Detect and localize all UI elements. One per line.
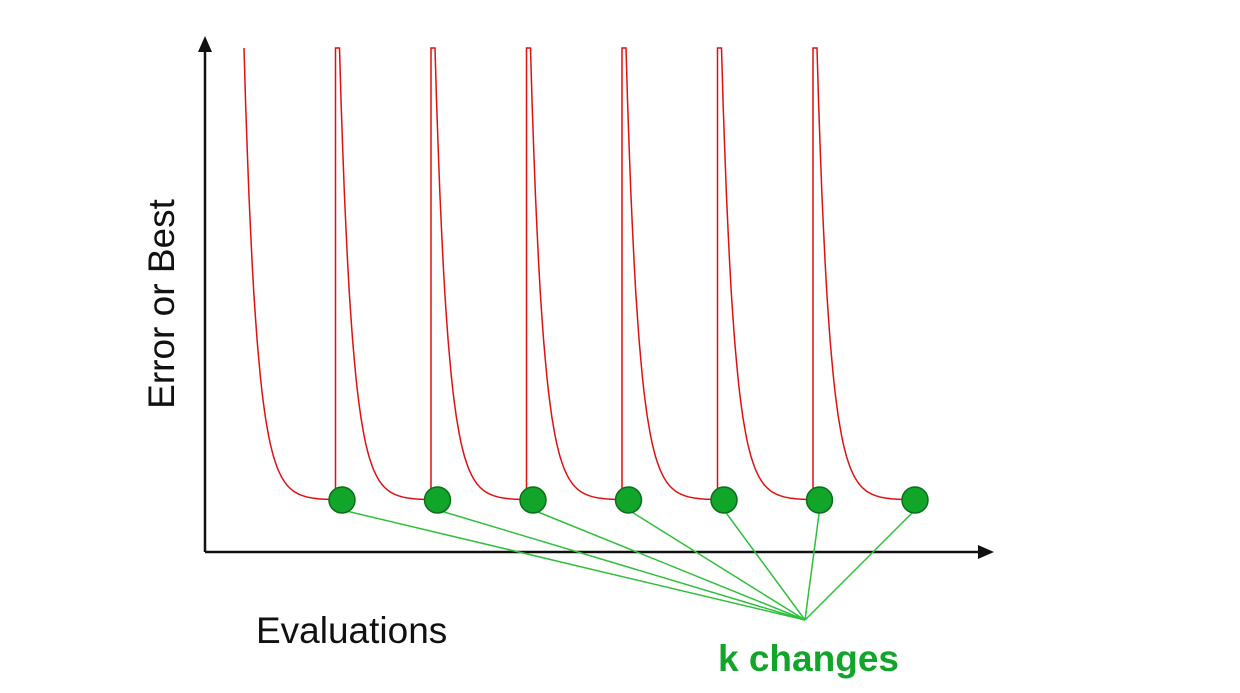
error-curves <box>243 47 912 501</box>
k-changes-label: k changes <box>718 638 899 679</box>
connector-line <box>532 509 806 621</box>
restart-markers <box>328 486 929 514</box>
connector-line <box>723 509 806 621</box>
connector-line <box>804 509 821 621</box>
connector-line <box>437 509 806 621</box>
restart-marker <box>805 486 834 514</box>
error-curve <box>716 47 816 501</box>
restart-marker <box>519 486 547 514</box>
restart-marker <box>328 486 356 514</box>
x-axis-arrowhead <box>978 545 994 559</box>
error-curve <box>812 47 912 501</box>
restart-marker <box>901 486 929 514</box>
restart-marker <box>423 486 452 514</box>
y-axis-arrowhead <box>198 36 212 52</box>
error-curve <box>430 47 530 501</box>
x-axis-label: Evaluations <box>256 610 448 651</box>
axes <box>198 36 994 559</box>
connector-lines <box>341 509 916 621</box>
restart-marker <box>710 486 738 514</box>
error-curve <box>525 47 625 501</box>
error-curve <box>243 47 339 501</box>
connector-line <box>628 509 806 621</box>
restart-marker <box>614 486 643 514</box>
connector-line <box>804 509 916 621</box>
error-curve <box>621 47 721 501</box>
connector-line <box>341 509 806 621</box>
error-curve <box>334 47 434 501</box>
y-axis-label: Error or Best <box>141 199 182 409</box>
